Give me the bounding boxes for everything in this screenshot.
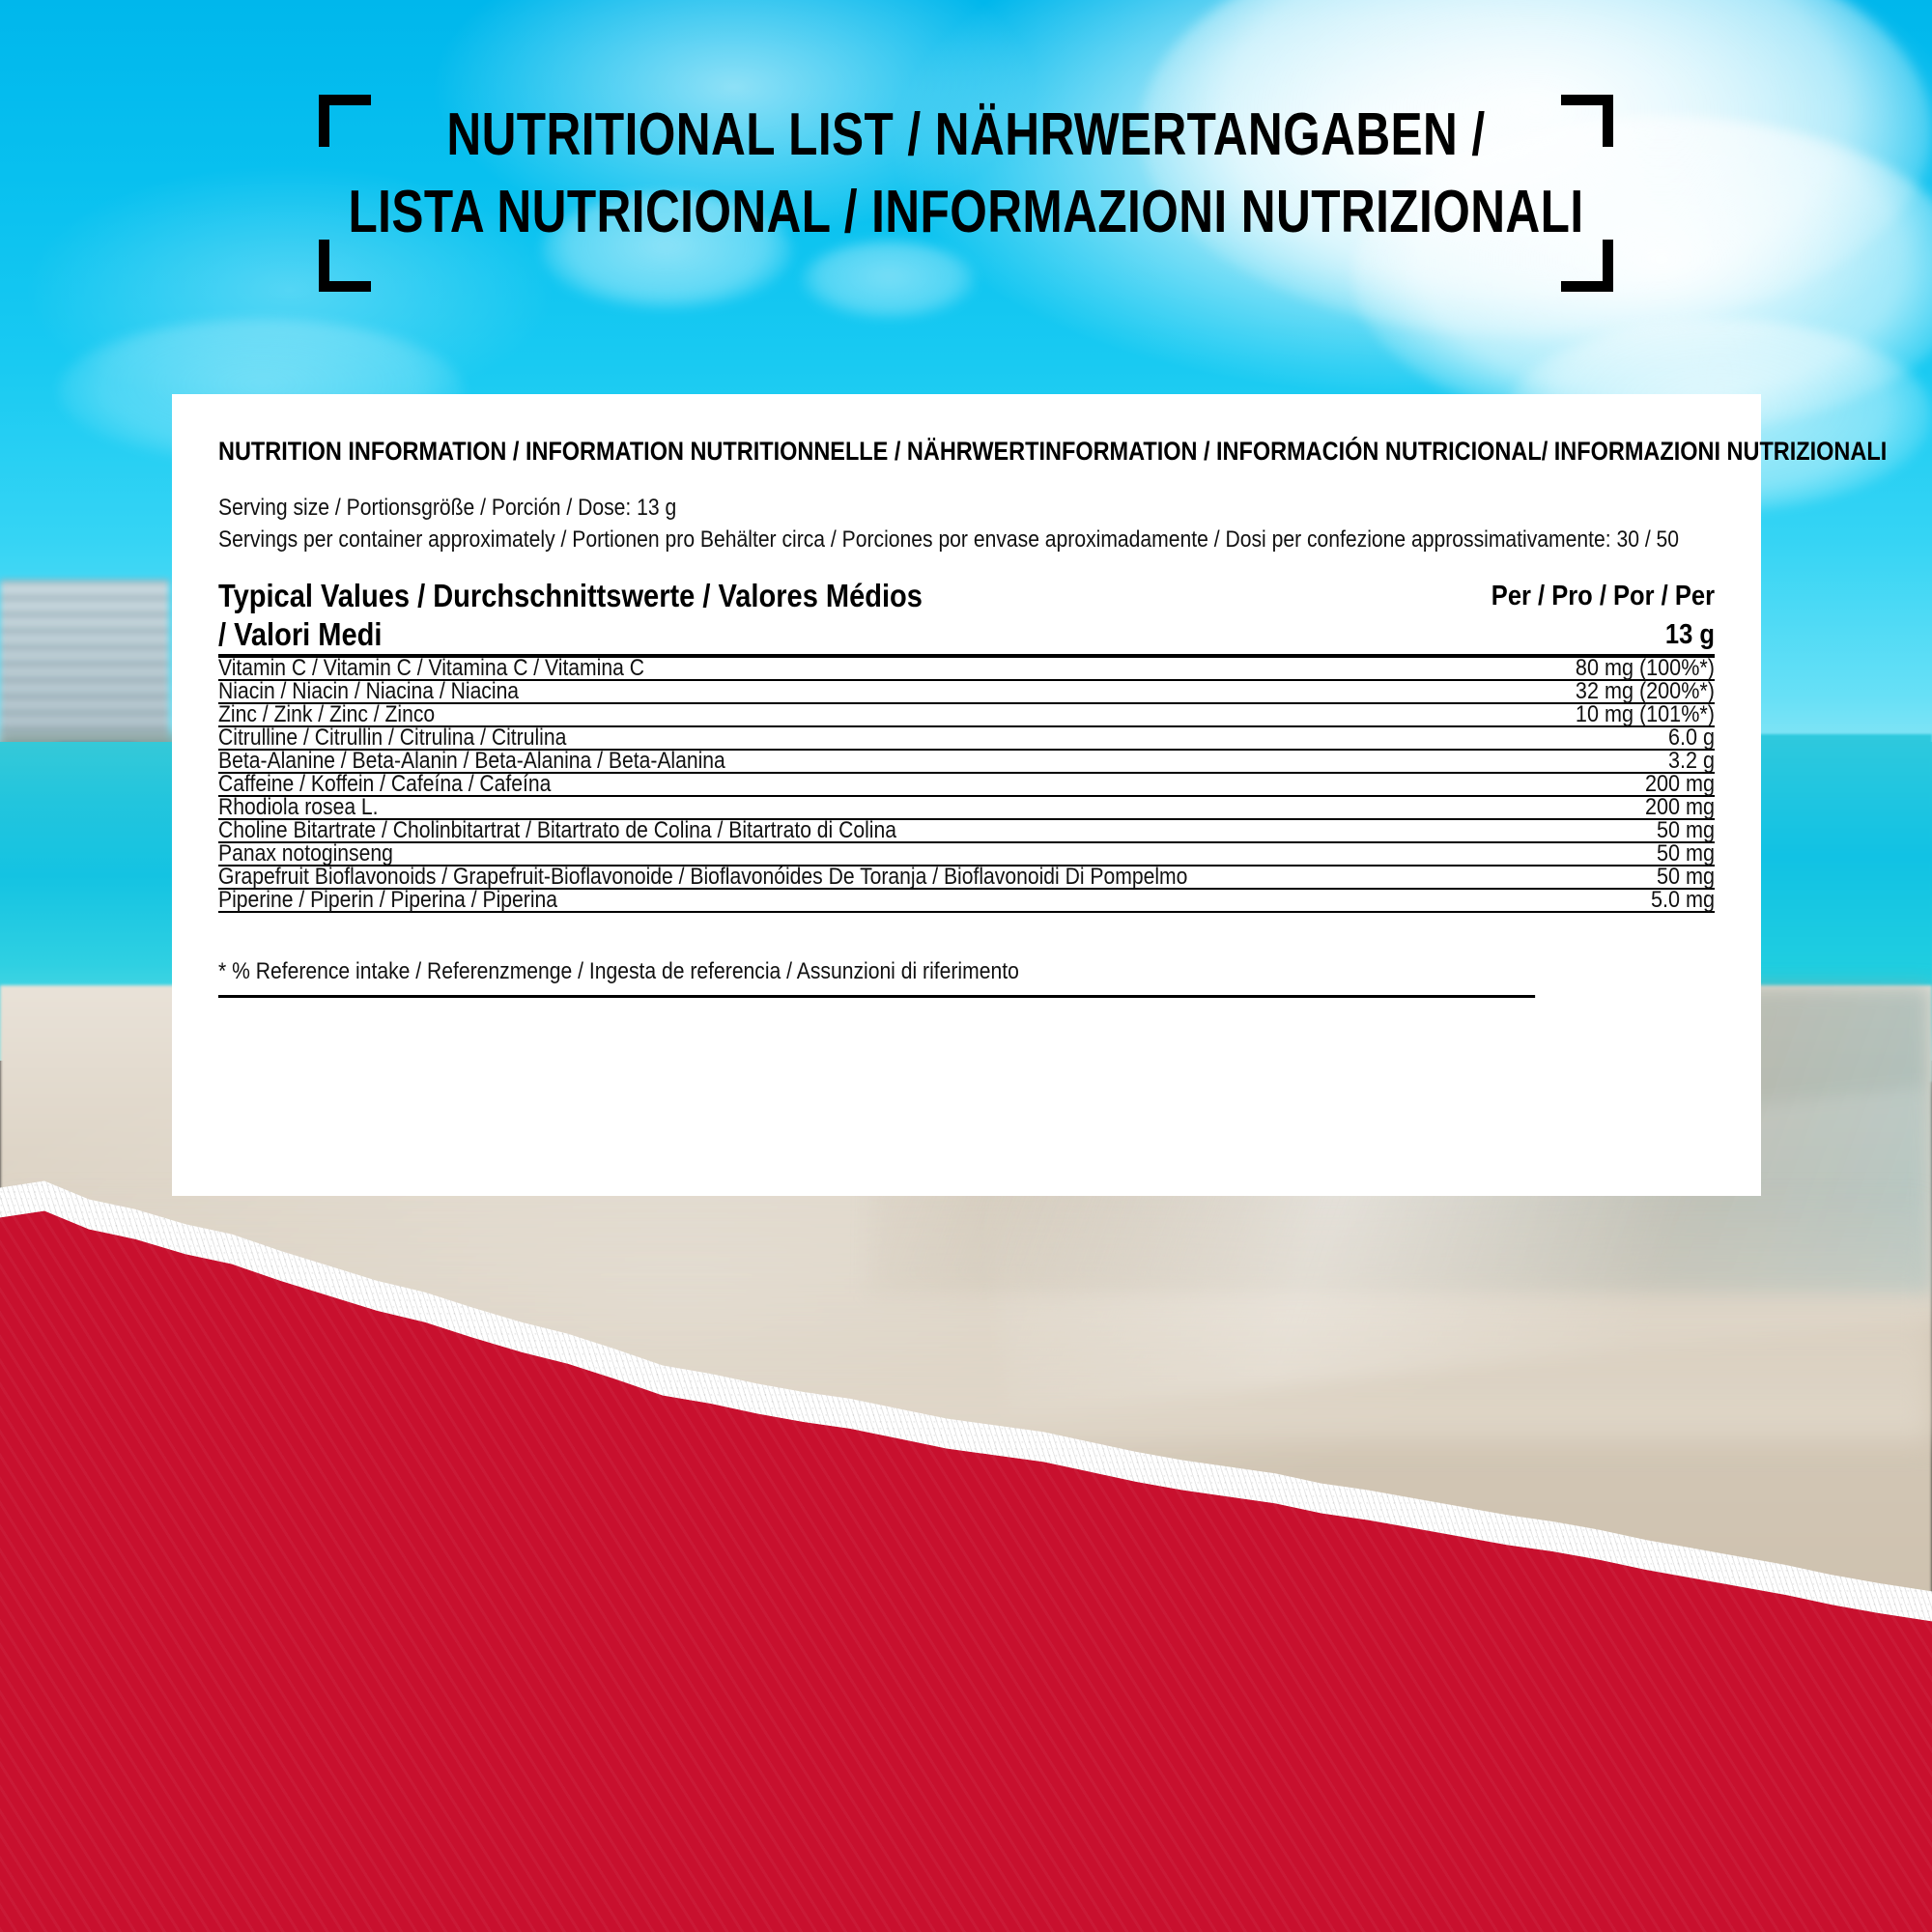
nutrient-value: 50 mg — [1396, 817, 1715, 843]
nutrient-name-text: Citrulline / Citrullin / Citrulina / Cit… — [218, 724, 567, 751]
page-title-line-2: LISTA NUTRICIONAL / INFORMAZIONI NUTRIZI… — [348, 179, 1584, 245]
nutrient-name: Citrulline / Citrullin / Citrulina / Cit… — [218, 724, 1396, 751]
corner-bracket-bottom-right-icon — [1561, 240, 1613, 292]
nutrient-value: 5.0 mg — [1396, 887, 1715, 913]
table-header-typical-values: Typical Values / Durchschnittswerte / Va… — [218, 577, 1396, 658]
table-header-per-serving: Per / Pro / Por / Per 13 g — [1396, 577, 1715, 658]
nutrition-panel-title: NUTRITION INFORMATION / INFORMATION NUTR… — [218, 437, 1888, 466]
nutrient-name: Choline Bitartrate / Cholinbitartrat / B… — [218, 817, 1396, 843]
nutrient-value: 80 mg (100%*) — [1396, 655, 1715, 681]
page-title: NUTRITIONAL LIST / NÄHRWERTANGABEN / LIS… — [193, 97, 1739, 251]
nutrient-value-text: 6.0 g — [1667, 724, 1715, 751]
nutrient-value-text: 10 mg (101%*) — [1575, 701, 1715, 727]
table-row: Rhodiola rosea L. 200 mg — [218, 794, 1715, 820]
nutrient-value: 200 mg — [1396, 794, 1715, 820]
nutrient-value-text: 200 mg — [1644, 794, 1715, 820]
nutrient-value: 3.2 g — [1396, 748, 1715, 774]
nutrient-name: Niacin / Niacin / Niacina / Niacina — [218, 678, 1396, 704]
nutrient-value-text: 32 mg (200%*) — [1575, 678, 1715, 704]
nutrient-name-text: Panax notoginseng — [218, 840, 393, 867]
nutrient-name: Piperine / Piperin / Piperina / Piperina — [218, 887, 1396, 913]
cloud — [802, 242, 976, 319]
nutrient-value-text: 50 mg — [1656, 840, 1715, 867]
red-banner — [0, 1210, 1932, 1932]
nutrition-table: Typical Values / Durchschnittswerte / Va… — [218, 577, 1715, 913]
table-header-per-serving-line-1: Per / Pro / Por / Per — [1491, 581, 1715, 611]
nutrient-name-text: Vitamin C / Vitamin C / Vitamina C / Vit… — [218, 655, 644, 681]
nutrient-value-text: 80 mg (100%*) — [1575, 655, 1715, 681]
footnote-wrapper: * % Reference intake / Referenzmenge / I… — [218, 957, 1715, 998]
table-row: Zinc / Zink / Zinc / Zinco 10 mg (101%*) — [218, 701, 1715, 727]
serving-size-line: Serving size / Portionsgröße / Porción /… — [218, 495, 677, 521]
table-row: Choline Bitartrate / Cholinbitartrat / B… — [218, 817, 1715, 843]
nutrient-value: 50 mg — [1396, 840, 1715, 867]
table-row: Vitamin C / Vitamin C / Vitamina C / Vit… — [218, 655, 1715, 681]
nutrient-name: Rhodiola rosea L. — [218, 794, 1396, 820]
table-row: Panax notoginseng 50 mg — [218, 840, 1715, 867]
table-row: Niacin / Niacin / Niacina / Niacina 32 m… — [218, 678, 1715, 704]
table-row: Piperine / Piperin / Piperina / Piperina… — [218, 887, 1715, 913]
nutrient-value: 6.0 g — [1396, 724, 1715, 751]
nutrient-name-text: Beta-Alanine / Beta-Alanin / Beta-Alanin… — [218, 748, 725, 774]
nutrient-name-text: Rhodiola rosea L. — [218, 794, 379, 820]
nutrient-name: Zinc / Zink / Zinc / Zinco — [218, 701, 1396, 727]
table-header-row: Typical Values / Durchschnittswerte / Va… — [218, 577, 1715, 658]
nutrient-name-text: Piperine / Piperin / Piperina / Piperina — [218, 887, 558, 913]
nutrition-panel: NUTRITION INFORMATION / INFORMATION NUTR… — [172, 394, 1888, 1196]
corner-bracket-top-left-icon — [319, 95, 371, 147]
table-row: Caffeine / Koffein / Cafeína / Cafeína 2… — [218, 771, 1715, 797]
nutrient-name: Caffeine / Koffein / Cafeína / Cafeína — [218, 771, 1396, 797]
nutrient-name-text: Caffeine / Koffein / Cafeína / Cafeína — [218, 771, 552, 797]
nutrient-name-text: Niacin / Niacin / Niacina / Niacina — [218, 678, 520, 704]
nutrient-name: Grapefruit Bioflavonoids / Grapefruit-Bi… — [218, 864, 1396, 890]
nutrient-name-text: Choline Bitartrate / Cholinbitartrat / B… — [218, 817, 896, 843]
corner-bracket-top-right-icon — [1561, 95, 1613, 147]
nutrient-value: 10 mg (101%*) — [1396, 701, 1715, 727]
nutrient-value-text: 50 mg — [1656, 864, 1715, 890]
table-header-typical-values-line-1: Typical Values / Durchschnittswerte / Va… — [218, 578, 923, 613]
nutrient-name: Beta-Alanine / Beta-Alanin / Beta-Alanin… — [218, 748, 1396, 774]
nutrient-value-text: 5.0 mg — [1650, 887, 1715, 913]
reference-intake-footnote: * % Reference intake / Referenzmenge / I… — [218, 957, 1536, 998]
cloud — [541, 193, 792, 309]
nutrient-name: Vitamin C / Vitamin C / Vitamina C / Vit… — [218, 655, 1396, 681]
page-title-line-1: NUTRITIONAL LIST / NÄHRWERTANGABEN / — [446, 101, 1486, 168]
nutrient-name-text: Grapefruit Bioflavonoids / Grapefruit-Bi… — [218, 864, 1188, 890]
corner-bracket-bottom-left-icon — [319, 240, 371, 292]
nutrient-value-text: 200 mg — [1644, 771, 1715, 797]
table-row: Beta-Alanine / Beta-Alanin / Beta-Alanin… — [218, 748, 1715, 774]
nutrient-value: 50 mg — [1396, 864, 1715, 890]
nutrient-value-text: 50 mg — [1656, 817, 1715, 843]
nutrient-value: 32 mg (200%*) — [1396, 678, 1715, 704]
nutrition-table-body: Vitamin C / Vitamin C / Vitamina C / Vit… — [218, 655, 1715, 913]
table-row: Grapefruit Bioflavonoids / Grapefruit-Bi… — [218, 864, 1715, 890]
nutrient-value-text: 3.2 g — [1667, 748, 1715, 774]
nutrient-name-text: Zinc / Zink / Zinc / Zinco — [218, 701, 436, 727]
table-row: Citrulline / Citrullin / Citrulina / Cit… — [218, 724, 1715, 751]
nutrient-name: Panax notoginseng — [218, 840, 1396, 867]
nutrient-value: 200 mg — [1396, 771, 1715, 797]
torn-paper-section — [0, 1101, 1932, 1932]
servings-per-container-line: Servings per container approximately / P… — [218, 526, 1680, 553]
table-header-per-serving-line-2: 13 g — [1664, 619, 1715, 650]
table-header-typical-values-line-2: / Valori Medi — [218, 616, 383, 652]
